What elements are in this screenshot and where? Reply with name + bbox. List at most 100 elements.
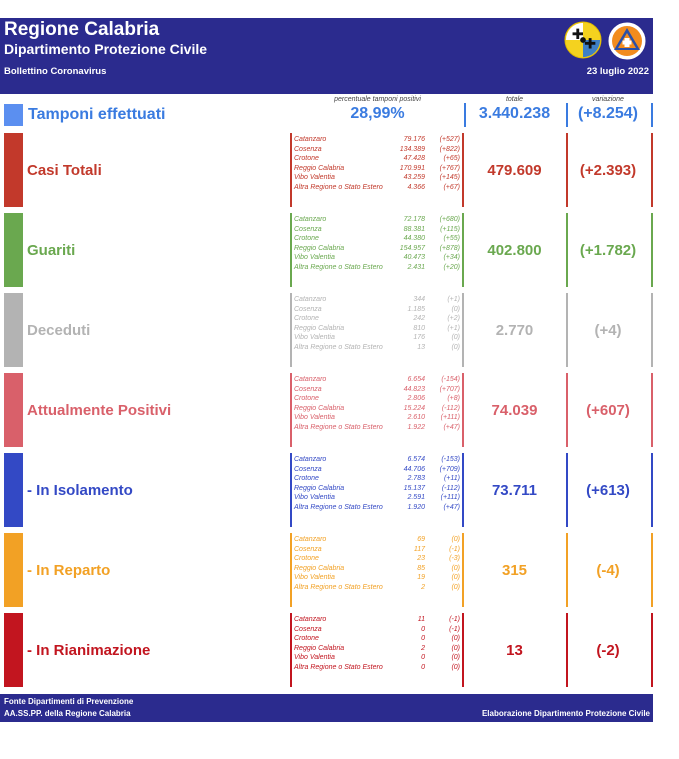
province-delta: (+8)	[447, 395, 460, 402]
province-value: 1.920	[407, 503, 425, 511]
province-row: Cosenza 88.381 (+115)	[294, 225, 462, 235]
section-total: 2.770	[495, 321, 534, 339]
province-delta: (-112)	[441, 404, 460, 412]
province-name: Crotone	[294, 555, 319, 562]
province-row: Reggio Calabria 170.991 (+767)	[294, 164, 462, 174]
province-name: Reggio Calabria	[294, 564, 345, 572]
province-name: Reggio Calabria	[294, 404, 345, 412]
section-total: 73.711	[491, 481, 538, 499]
province-name: Cosenza	[294, 305, 322, 313]
header-strip	[0, 80, 653, 94]
tamponi-variation: (+8.254)	[577, 105, 639, 122]
province-row: Crotone 2.783 (+11)	[294, 474, 462, 484]
province-delta: (0)	[451, 564, 460, 572]
province-value: 2.610	[407, 414, 425, 421]
province-value: 170.991	[399, 164, 425, 172]
province-name: Vibo Valentia	[294, 414, 335, 421]
province-value: 134.389	[399, 145, 425, 153]
section-divider	[651, 133, 653, 207]
province-value: 1.185	[407, 305, 425, 313]
section-marker	[4, 613, 23, 687]
province-value: 2	[421, 644, 425, 652]
province-row: Catanzaro 344 (+1)	[294, 295, 462, 305]
province-row: Catanzaro 72.178 (+680)	[294, 215, 462, 225]
province-name: Cosenza	[294, 385, 322, 393]
province-table: Catanzaro 69 (0) Cosenza 117 (-1) Crotone 23 (-3…	[294, 535, 462, 592]
province-value: 0	[421, 663, 425, 671]
province-row: Reggio Calabria 15.137 (-112)	[294, 484, 462, 494]
province-delta: (-153)	[441, 456, 460, 463]
section-variation: (+607)	[586, 401, 630, 419]
section-divider	[566, 213, 568, 287]
section-divider	[651, 293, 653, 367]
section-divider	[651, 373, 653, 447]
province-value: 242	[413, 315, 425, 322]
province-table: Catanzaro 6.574 (-153) Cosenza 44.706 (+709) C…	[294, 455, 462, 512]
province-name: Catanzaro	[294, 136, 327, 143]
province-delta: (+47)	[443, 423, 460, 431]
province-delta: (+1)	[447, 296, 460, 303]
department-subtitle: Dipartimento Protezione Civile	[4, 41, 208, 57]
section-divider	[462, 533, 464, 607]
province-name: Altra Regione o Stato Estero	[294, 663, 383, 671]
province-value: 72.178	[403, 216, 425, 223]
tamponi-divider	[566, 103, 568, 127]
province-delta: (-1)	[449, 625, 460, 633]
province-row: Cosenza 44.823 (+707)	[294, 385, 462, 395]
province-name: Cosenza	[294, 545, 322, 553]
province-name: Reggio Calabria	[294, 324, 345, 332]
province-value: 79.176	[403, 136, 425, 143]
province-delta: (0)	[451, 635, 460, 642]
province-row: Catanzaro 79.176 (+527)	[294, 135, 462, 145]
province-row: Vibo Valentia 19 (0)	[294, 573, 462, 583]
province-name: Crotone	[294, 635, 319, 642]
percent-column-heading: percentuale tamponi positivi	[334, 96, 421, 103]
province-value: 44.380	[403, 235, 425, 242]
region-title: Regione Calabria	[4, 19, 160, 40]
province-row: Reggio Calabria 85 (0)	[294, 564, 462, 574]
section-divider	[651, 613, 653, 687]
province-value: 117	[413, 545, 425, 553]
province-delta: (+1)	[447, 324, 460, 332]
section-divider	[651, 213, 653, 287]
province-delta: (+680)	[439, 216, 460, 223]
province-name: Altra Regione o Stato Estero	[294, 503, 383, 511]
section-divider	[290, 373, 292, 447]
province-row: Reggio Calabria 810 (+1)	[294, 324, 462, 334]
province-delta: (+767)	[439, 164, 460, 172]
province-value: 85	[417, 564, 425, 572]
section-variation: (-4)	[596, 561, 620, 579]
province-value: 23	[417, 555, 425, 562]
section-label: Deceduti	[27, 321, 91, 339]
province-row: Altra Regione o Stato Estero 13 (0)	[294, 343, 462, 353]
province-row: Crotone 44.380 (+55)	[294, 234, 462, 244]
bulletin-title: Bollettino Coronavirus	[4, 66, 107, 77]
province-row: Crotone 47.428 (+65)	[294, 154, 462, 164]
province-name: Catanzaro	[294, 456, 327, 463]
province-row: Cosenza 44.706 (+709)	[294, 465, 462, 475]
province-delta: (0)	[451, 334, 460, 341]
protezione-civile-logo	[607, 21, 647, 61]
province-value: 44.706	[403, 465, 425, 473]
province-table: Catanzaro 79.176 (+527) Cosenza 134.389 (+822…	[294, 135, 462, 192]
province-row: Vibo Valentia 2.610 (+111)	[294, 413, 462, 423]
section-label: - In Reparto	[27, 561, 111, 579]
province-delta: (0)	[451, 583, 460, 591]
section-divider	[290, 293, 292, 367]
province-delta: (+2)	[447, 315, 460, 322]
variation-column-heading: variazione	[592, 96, 624, 103]
province-delta: (+20)	[443, 263, 460, 271]
province-value: 4.366	[407, 183, 425, 191]
province-delta: (+878)	[439, 244, 460, 252]
province-table: Catanzaro 72.178 (+680) Cosenza 88.381 (+115)…	[294, 215, 462, 272]
province-row: Cosenza 134.389 (+822)	[294, 145, 462, 155]
province-delta: (0)	[451, 644, 460, 652]
province-value: 344	[413, 296, 425, 303]
province-name: Catanzaro	[294, 616, 327, 623]
footer-credit: Elaborazione Dipartimento Protezione Civ…	[481, 709, 650, 718]
province-name: Catanzaro	[294, 376, 327, 383]
province-value: 0	[421, 635, 425, 642]
province-name: Vibo Valentia	[294, 254, 335, 261]
section-2: Deceduti Catanzaro 344 (+1) Cosenza 1.185 (0) C…	[0, 293, 660, 367]
province-name: Reggio Calabria	[294, 244, 345, 252]
